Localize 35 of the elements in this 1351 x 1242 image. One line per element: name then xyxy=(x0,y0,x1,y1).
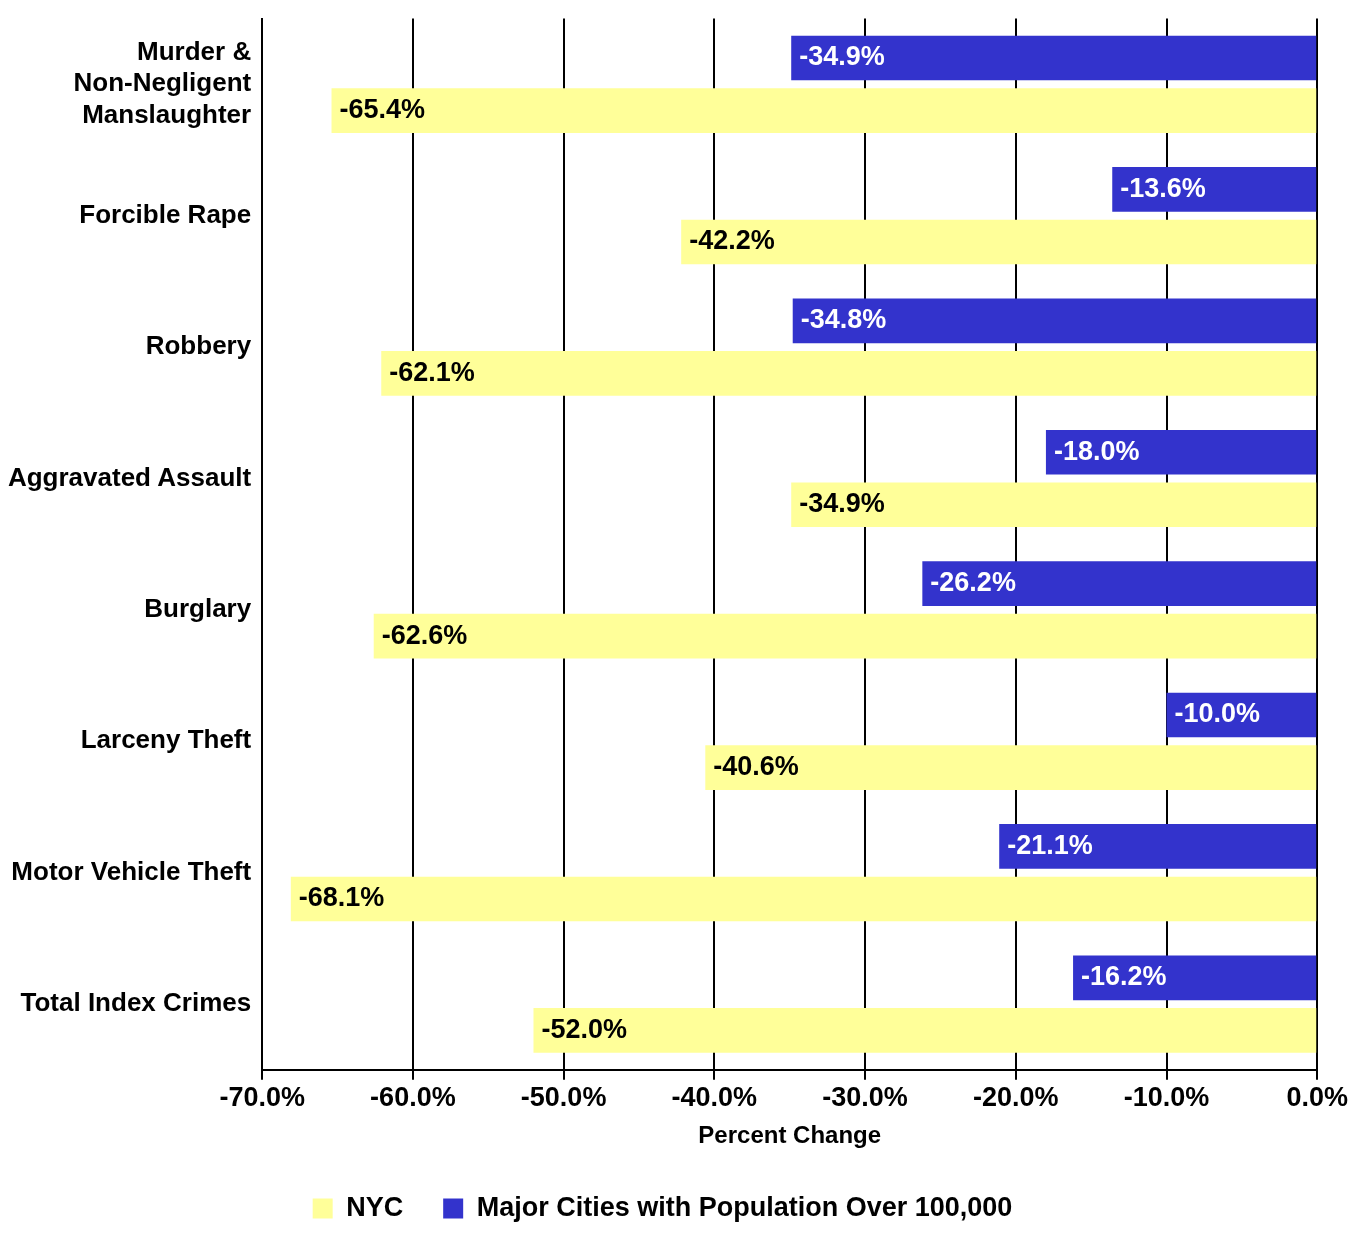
data-label: -34.9% xyxy=(799,488,885,519)
data-label: -42.2% xyxy=(689,225,775,256)
x-tick-label: -60.0% xyxy=(370,1082,456,1113)
data-label: -52.0% xyxy=(541,1013,628,1044)
y-tick-label: Burglary xyxy=(144,593,252,624)
y-tick-label: Motor Vehicle Theft xyxy=(11,855,252,886)
data-label: -40.6% xyxy=(713,751,799,782)
data-label: -18.0% xyxy=(1053,435,1140,466)
x-tick-label: -40.0% xyxy=(671,1082,758,1113)
x-tick-label: -50.0% xyxy=(520,1082,607,1113)
x-tick-label: -30.0% xyxy=(822,1082,908,1113)
data-label: -16.2% xyxy=(1081,961,1167,992)
y-tick-label: Forcible Rape xyxy=(79,198,252,229)
x-tick-label: -10.0% xyxy=(1123,1082,1210,1113)
y-tick-label: Murder & Non-Negligent Manslaughter xyxy=(73,36,252,129)
data-label: -65.4% xyxy=(339,94,426,125)
legend-label: NYC xyxy=(346,1191,404,1222)
x-tick-label: 0.0% xyxy=(1286,1082,1348,1113)
legend-label: Major Cities with Population Over 100,000 xyxy=(476,1191,1013,1222)
data-label: -34.9% xyxy=(799,41,885,72)
data-label: -62.1% xyxy=(389,356,475,387)
x-tick-label: -20.0% xyxy=(973,1082,1059,1113)
x-axis-title: Percent Change xyxy=(698,1121,882,1149)
data-label: -21.1% xyxy=(1007,829,1093,860)
y-tick-label: Total Index Crimes xyxy=(20,987,252,1018)
data-label: -68.1% xyxy=(298,882,385,913)
y-tick-label: Robbery xyxy=(145,330,252,361)
data-label: -34.8% xyxy=(800,304,887,335)
data-label: -10.0% xyxy=(1174,698,1261,729)
y-tick-label: Aggravated Assault xyxy=(7,461,252,492)
data-label: -62.6% xyxy=(381,619,468,650)
data-label: -26.2% xyxy=(930,567,1016,598)
x-tick-label: -70.0% xyxy=(219,1082,305,1113)
y-tick-label: Larceny Theft xyxy=(80,724,252,755)
data-label: -13.6% xyxy=(1120,172,1206,203)
